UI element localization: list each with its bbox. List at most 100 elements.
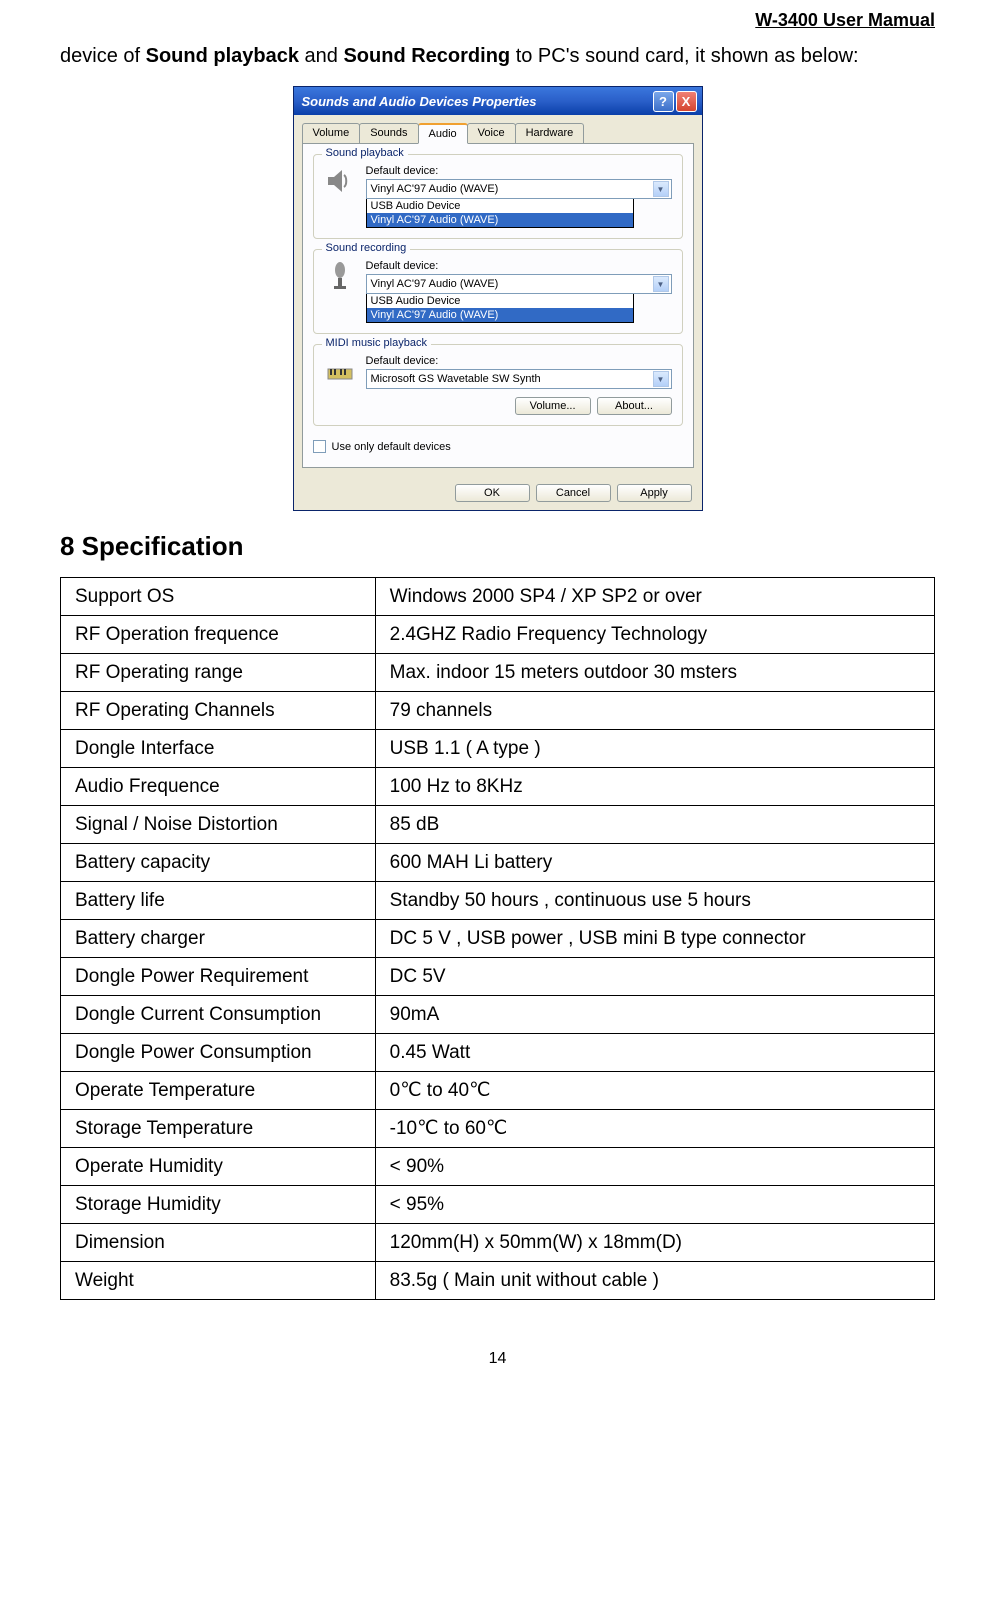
spec-value: Windows 2000 SP4 / XP SP2 or over [375,578,934,616]
help-button[interactable]: ? [653,91,674,112]
dialog-tabs: Volume Sounds Audio Voice Hardware [294,115,702,143]
spec-key: Dongle Current Consumption [61,996,376,1034]
table-row: Dongle InterfaceUSB 1.1 ( A type ) [61,730,935,768]
spec-key: Dongle Interface [61,730,376,768]
intro-part2: and [299,45,343,67]
intro-bold2: Sound Recording [343,45,510,67]
spec-key: Weight [61,1262,376,1300]
spec-value: 85 dB [375,806,934,844]
spec-key: Signal / Noise Distortion [61,806,376,844]
recording-group: Sound recording Default device: Vinyl AC… [313,249,683,334]
recording-option-vinyl[interactable]: Vinyl AC'97 Audio (WAVE) [367,308,633,322]
spec-key: Storage Humidity [61,1186,376,1224]
spec-key: Dimension [61,1224,376,1262]
spec-key: Battery capacity [61,844,376,882]
spec-value: 79 channels [375,692,934,730]
recording-selected: Vinyl AC'97 Audio (WAVE) [371,278,499,290]
table-row: Support OSWindows 2000 SP4 / XP SP2 or o… [61,578,935,616]
table-row: Dongle Current Consumption90mA [61,996,935,1034]
spec-value: 0.45 Watt [375,1034,934,1072]
table-row: Battery capacity600 MAH Li battery [61,844,935,882]
spec-key: Dongle Power Consumption [61,1034,376,1072]
default-devices-row: Use only default devices [313,436,683,457]
midi-volume-button[interactable]: Volume... [515,397,591,415]
intro-bold1: Sound playback [146,45,299,67]
table-row: Dongle Power Consumption0.45 Watt [61,1034,935,1072]
apply-button[interactable]: Apply [617,484,692,502]
cancel-button[interactable]: Cancel [536,484,611,502]
table-row: Weight83.5g ( Main unit without cable ) [61,1262,935,1300]
specification-table: Support OSWindows 2000 SP4 / XP SP2 or o… [60,577,935,1300]
document-header: W-3400 User Mamual [60,10,935,31]
spec-key: RF Operation frequence [61,616,376,654]
spec-key: Dongle Power Requirement [61,958,376,996]
spec-key: Audio Frequence [61,768,376,806]
table-row: Operate Humidity < 90% [61,1148,935,1186]
spec-value: -10℃ to 60℃ [375,1110,934,1148]
spec-value: 100 Hz to 8KHz [375,768,934,806]
table-row: Battery chargerDC 5 V , USB power , USB … [61,920,935,958]
table-row: RF Operation frequence2.4GHZ Radio Frequ… [61,616,935,654]
ok-button[interactable]: OK [455,484,530,502]
table-row: RF Operating Channels79 channels [61,692,935,730]
spec-value: 90mA [375,996,934,1034]
tab-hardware[interactable]: Hardware [515,123,585,143]
dialog-titlebar: Sounds and Audio Devices Properties ? X [294,87,702,115]
table-row: Audio Frequence100 Hz to 8KHz [61,768,935,806]
midi-dropdown[interactable]: Microsoft GS Wavetable SW Synth ▼ [366,369,672,389]
tab-audio[interactable]: Audio [418,123,468,144]
tab-sounds[interactable]: Sounds [359,123,418,143]
table-row: Storage Humidity < 95% [61,1186,935,1224]
recording-options-list: USB Audio Device Vinyl AC'97 Audio (WAVE… [366,293,634,323]
spec-value: < 95% [375,1186,934,1224]
dropdown-arrow-icon: ▼ [653,371,669,387]
recording-option-usb[interactable]: USB Audio Device [367,294,633,308]
speaker-icon [324,165,356,197]
spec-value: Max. indoor 15 meters outdoor 30 msters [375,654,934,692]
table-row: RF Operating rangeMax. indoor 15 meters … [61,654,935,692]
spec-value: DC 5 V , USB power , USB mini B type con… [375,920,934,958]
recording-dropdown[interactable]: Vinyl AC'97 Audio (WAVE) ▼ [366,274,672,294]
spec-value: 0℃ to 40℃ [375,1072,934,1110]
dialog-buttons: OK Cancel Apply [294,476,702,510]
table-row: Dimension120mm(H) x 50mm(W) x 18mm(D) [61,1224,935,1262]
midi-selected: Microsoft GS Wavetable SW Synth [371,373,541,385]
audio-properties-dialog: Sounds and Audio Devices Properties ? X … [293,86,703,511]
midi-label: Default device: [366,355,672,367]
default-devices-label: Use only default devices [332,441,451,453]
playback-group-title: Sound playback [322,147,408,159]
playback-options-list: USB Audio Device Vinyl AC'97 Audio (WAVE… [366,198,634,228]
spec-value: 120mm(H) x 50mm(W) x 18mm(D) [375,1224,934,1262]
midi-about-button[interactable]: About... [597,397,672,415]
table-row: Storage Temperature-10℃ to 60℃ [61,1110,935,1148]
spec-key: Operate Humidity [61,1148,376,1186]
recording-group-title: Sound recording [322,242,411,254]
playback-label: Default device: [366,165,672,177]
tab-voice[interactable]: Voice [467,123,516,143]
table-row: Battery lifeStandby 50 hours , continuou… [61,882,935,920]
spec-value: Standby 50 hours , continuous use 5 hour… [375,882,934,920]
dialog-title: Sounds and Audio Devices Properties [302,94,537,109]
spec-key: Support OS [61,578,376,616]
intro-part1: device of [60,45,146,67]
table-row: Signal / Noise Distortion85 dB [61,806,935,844]
spec-value: USB 1.1 ( A type ) [375,730,934,768]
recording-label: Default device: [366,260,672,272]
playback-selected: Vinyl AC'97 Audio (WAVE) [371,183,499,195]
playback-option-usb[interactable]: USB Audio Device [367,199,633,213]
spec-key: Operate Temperature [61,1072,376,1110]
playback-group: Sound playback Default device: Vinyl AC'… [313,154,683,239]
specification-heading: 8 Specification [60,531,935,562]
spec-key: Battery life [61,882,376,920]
default-devices-checkbox[interactable] [313,440,326,453]
playback-option-vinyl[interactable]: Vinyl AC'97 Audio (WAVE) [367,213,633,227]
table-row: Operate Temperature0℃ to 40℃ [61,1072,935,1110]
playback-dropdown[interactable]: Vinyl AC'97 Audio (WAVE) ▼ [366,179,672,199]
spec-value: < 90% [375,1148,934,1186]
spec-key: Storage Temperature [61,1110,376,1148]
table-row: Dongle Power RequirementDC 5V [61,958,935,996]
dropdown-arrow-icon: ▼ [653,181,669,197]
close-button[interactable]: X [676,91,697,112]
page-number: 14 [60,1350,935,1368]
tab-volume[interactable]: Volume [302,123,361,143]
